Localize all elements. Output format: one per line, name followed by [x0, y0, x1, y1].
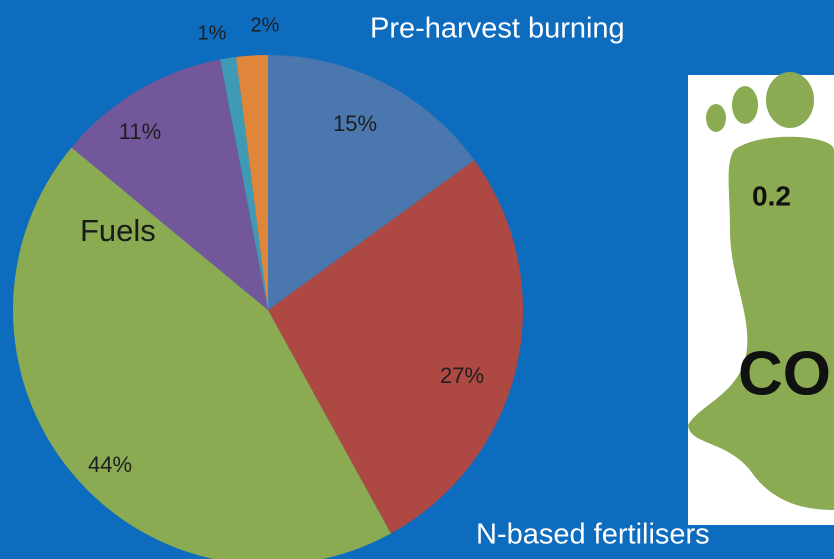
footprint-label: CO [738, 339, 831, 408]
toe [706, 104, 726, 132]
footprint-image: 0.2 CO [688, 72, 834, 525]
toe [732, 86, 758, 124]
footprint-value: 0.2 [752, 180, 791, 211]
data-label: 2% [251, 14, 280, 36]
foot-shape [688, 136, 834, 510]
pie-slice [236, 55, 268, 310]
pie-slice [13, 147, 391, 559]
data-label: 44% [88, 452, 132, 477]
pie-slice [220, 57, 268, 311]
annotation: N-based fertilisers [476, 519, 710, 551]
annotation: Pre-harvest burning [370, 13, 625, 45]
data-label: 27% [440, 363, 484, 388]
annotation: Fuels [80, 213, 156, 248]
pie-slice [268, 160, 523, 534]
pie-slice [71, 59, 268, 310]
pie-slice [268, 55, 475, 310]
pie [13, 55, 523, 559]
data-label: 11% [119, 119, 161, 144]
data-label: 15% [333, 111, 377, 136]
data-label: 1% [198, 22, 227, 44]
toe [766, 72, 814, 128]
